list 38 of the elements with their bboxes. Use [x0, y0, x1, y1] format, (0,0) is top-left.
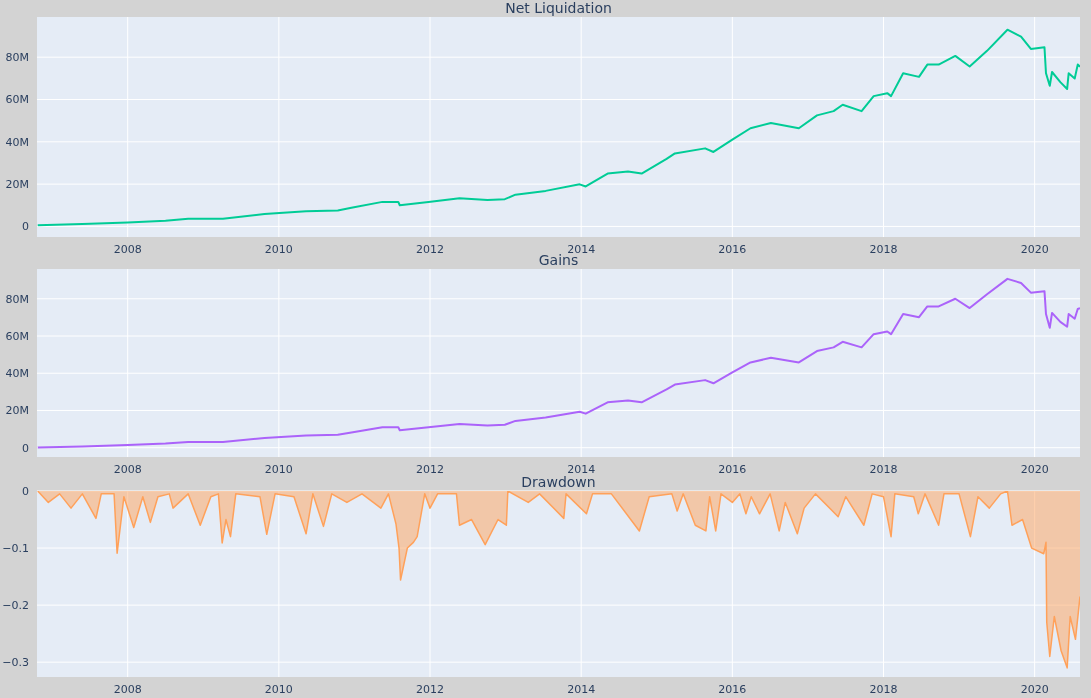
y-tick-label: 20M — [5, 404, 29, 418]
x-tick-label: 2014 — [567, 682, 596, 696]
x-tick-label: 2020 — [1020, 242, 1049, 256]
x-tick-label: 2020 — [1020, 682, 1049, 696]
y-tick-label: −0.2 — [2, 599, 29, 613]
y-tick-label: 60M — [5, 93, 29, 107]
x-tick-label: 2010 — [264, 242, 293, 256]
x-tick-label: 2016 — [718, 242, 747, 256]
chart-title: Net Liquidation — [504, 0, 613, 16]
y-tick-label: 40M — [5, 367, 29, 381]
x-tick-label: 2018 — [869, 462, 898, 476]
y-tick-label: 80M — [5, 51, 29, 65]
y-tick-label: 20M — [5, 178, 29, 192]
y-tick-label: −0.3 — [2, 656, 29, 670]
x-tick-label: 2018 — [869, 682, 898, 696]
chart-title: Drawdown — [520, 474, 597, 490]
x-tick-label: 2008 — [113, 682, 142, 696]
y-tick-label: 0 — [22, 484, 29, 498]
x-tick-label: 2012 — [416, 242, 445, 256]
x-tick-label: 2018 — [869, 242, 898, 256]
x-tick-label: 2010 — [264, 682, 293, 696]
line-series — [37, 28, 1080, 227]
x-tick-label: 2008 — [113, 242, 142, 256]
x-tick-label: 2016 — [718, 682, 747, 696]
y-tick-label: −0.1 — [2, 541, 29, 555]
x-tick-label: 2014 — [567, 462, 596, 476]
y-tick-label: 80M — [5, 292, 29, 306]
y-tick-label: 0 — [22, 441, 29, 455]
y-tick-label: 0 — [22, 220, 29, 234]
x-tick-label: 2012 — [416, 462, 445, 476]
y-tick-label: 60M — [5, 329, 29, 343]
y-tick-label: 40M — [5, 135, 29, 149]
line-series — [37, 277, 1080, 449]
x-tick-label: 2008 — [113, 462, 142, 476]
x-tick-label: 2020 — [1020, 462, 1049, 476]
x-tick-label: 2016 — [718, 462, 747, 476]
x-tick-label: 2012 — [416, 682, 445, 696]
x-tick-label: 2010 — [264, 462, 293, 476]
